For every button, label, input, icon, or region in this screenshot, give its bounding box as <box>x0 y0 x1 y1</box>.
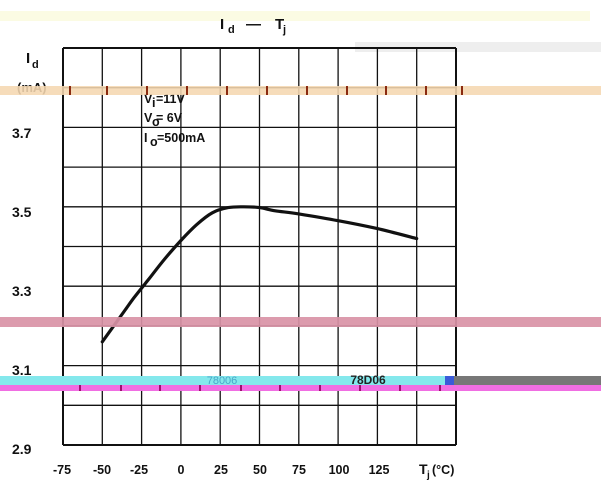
ylabel-main: I <box>26 50 30 67</box>
y-tick-label: 2.9 <box>12 441 32 457</box>
xlabel-sub: j <box>426 470 430 481</box>
title-separator: — <box>246 16 261 33</box>
y-tick-label: 3.1 <box>12 362 32 378</box>
x-tick-label: -50 <box>93 463 111 477</box>
annotation-value: =500mA <box>157 131 205 145</box>
annotation-value: = 6V <box>156 111 183 125</box>
title-x-sub: j <box>282 24 286 36</box>
pink-band <box>0 317 601 327</box>
title-main: I <box>220 16 224 33</box>
ylabel-sub: d <box>32 59 39 71</box>
x-tick-label: 75 <box>292 463 306 477</box>
magenta-band <box>0 385 601 391</box>
y-tick-label: 3.7 <box>12 125 32 141</box>
condition-annotations: V i =11V V o = 6V I o =500mA <box>144 92 205 149</box>
x-tick-label: 25 <box>214 463 228 477</box>
gray-band <box>454 376 601 385</box>
annotation-sub: i <box>152 96 155 110</box>
x-tick-label: 125 <box>369 463 390 477</box>
title-sub: d <box>228 24 235 36</box>
y-tick-labels: 3.7 3.5 3.3 3.1 2.9 <box>12 125 32 457</box>
xlabel-unit: (°C) <box>432 463 454 477</box>
x-tick-label: -25 <box>130 463 148 477</box>
x-tick-label: -75 <box>53 463 71 477</box>
orange-band <box>0 86 601 95</box>
y-tick-label: 3.5 <box>12 204 32 220</box>
x-tick-label: 50 <box>253 463 267 477</box>
x-tick-label: 0 <box>178 463 185 477</box>
band-label-left: 78006 <box>207 375 238 387</box>
top-yellow-band <box>0 11 590 21</box>
x-tick-labels: -75 -50 -25 0 25 50 75 100 125 <box>53 463 390 477</box>
y-tick-label: 3.3 <box>12 283 32 299</box>
annotation-main: I <box>144 131 147 145</box>
x-axis-label: T j (°C) <box>419 461 454 481</box>
x-tick-label: 100 <box>329 463 350 477</box>
band-ticks <box>70 86 462 391</box>
band-label-right: 78D06 <box>350 373 386 387</box>
blue-band-marker <box>445 376 454 385</box>
